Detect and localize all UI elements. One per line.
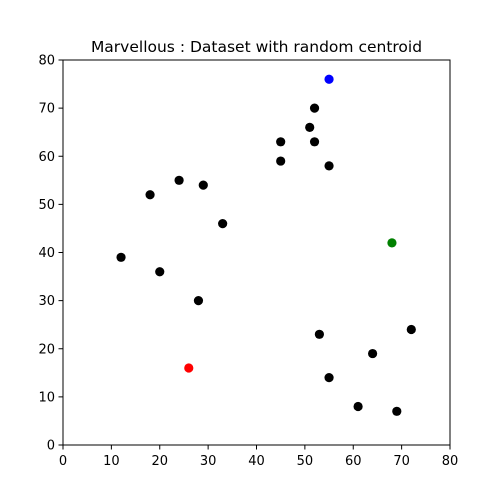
data-point — [324, 373, 333, 382]
x-tick-label: 30 — [200, 454, 217, 469]
data-point — [218, 219, 227, 228]
y-tick-label: 10 — [38, 390, 55, 405]
y-tick-label: 60 — [38, 150, 55, 165]
data-point — [392, 407, 401, 416]
data-point — [407, 325, 416, 334]
data-point — [368, 349, 377, 358]
x-tick-label: 80 — [442, 454, 459, 469]
data-point — [175, 176, 184, 185]
x-tick-label: 20 — [151, 454, 168, 469]
data-point — [184, 363, 193, 372]
data-point — [353, 402, 362, 411]
x-tick-label: 0 — [59, 454, 67, 469]
y-tick-label: 30 — [38, 294, 55, 309]
data-point — [155, 267, 164, 276]
data-point — [276, 137, 285, 146]
y-tick-label: 70 — [38, 102, 55, 117]
x-tick-label: 40 — [248, 454, 265, 469]
data-point — [387, 238, 396, 247]
y-tick-label: 80 — [38, 54, 55, 69]
x-tick-label: 60 — [345, 454, 362, 469]
y-tick-label: 40 — [38, 246, 55, 261]
data-point — [324, 75, 333, 84]
x-tick-label: 50 — [297, 454, 314, 469]
data-point — [305, 123, 314, 132]
y-tick-label: 0 — [47, 439, 55, 454]
data-point — [145, 190, 154, 199]
y-tick-label: 50 — [38, 198, 55, 213]
data-point — [199, 181, 208, 190]
data-point — [116, 253, 125, 262]
data-point — [310, 104, 319, 113]
data-point — [276, 156, 285, 165]
x-tick-label: 70 — [393, 454, 410, 469]
chart-title: Marvellous : Dataset with random centroi… — [91, 38, 422, 56]
x-tick-label: 10 — [103, 454, 120, 469]
data-point — [324, 161, 333, 170]
data-point — [194, 296, 203, 305]
data-point — [315, 330, 324, 339]
y-tick-label: 20 — [38, 342, 55, 357]
data-point — [310, 137, 319, 146]
